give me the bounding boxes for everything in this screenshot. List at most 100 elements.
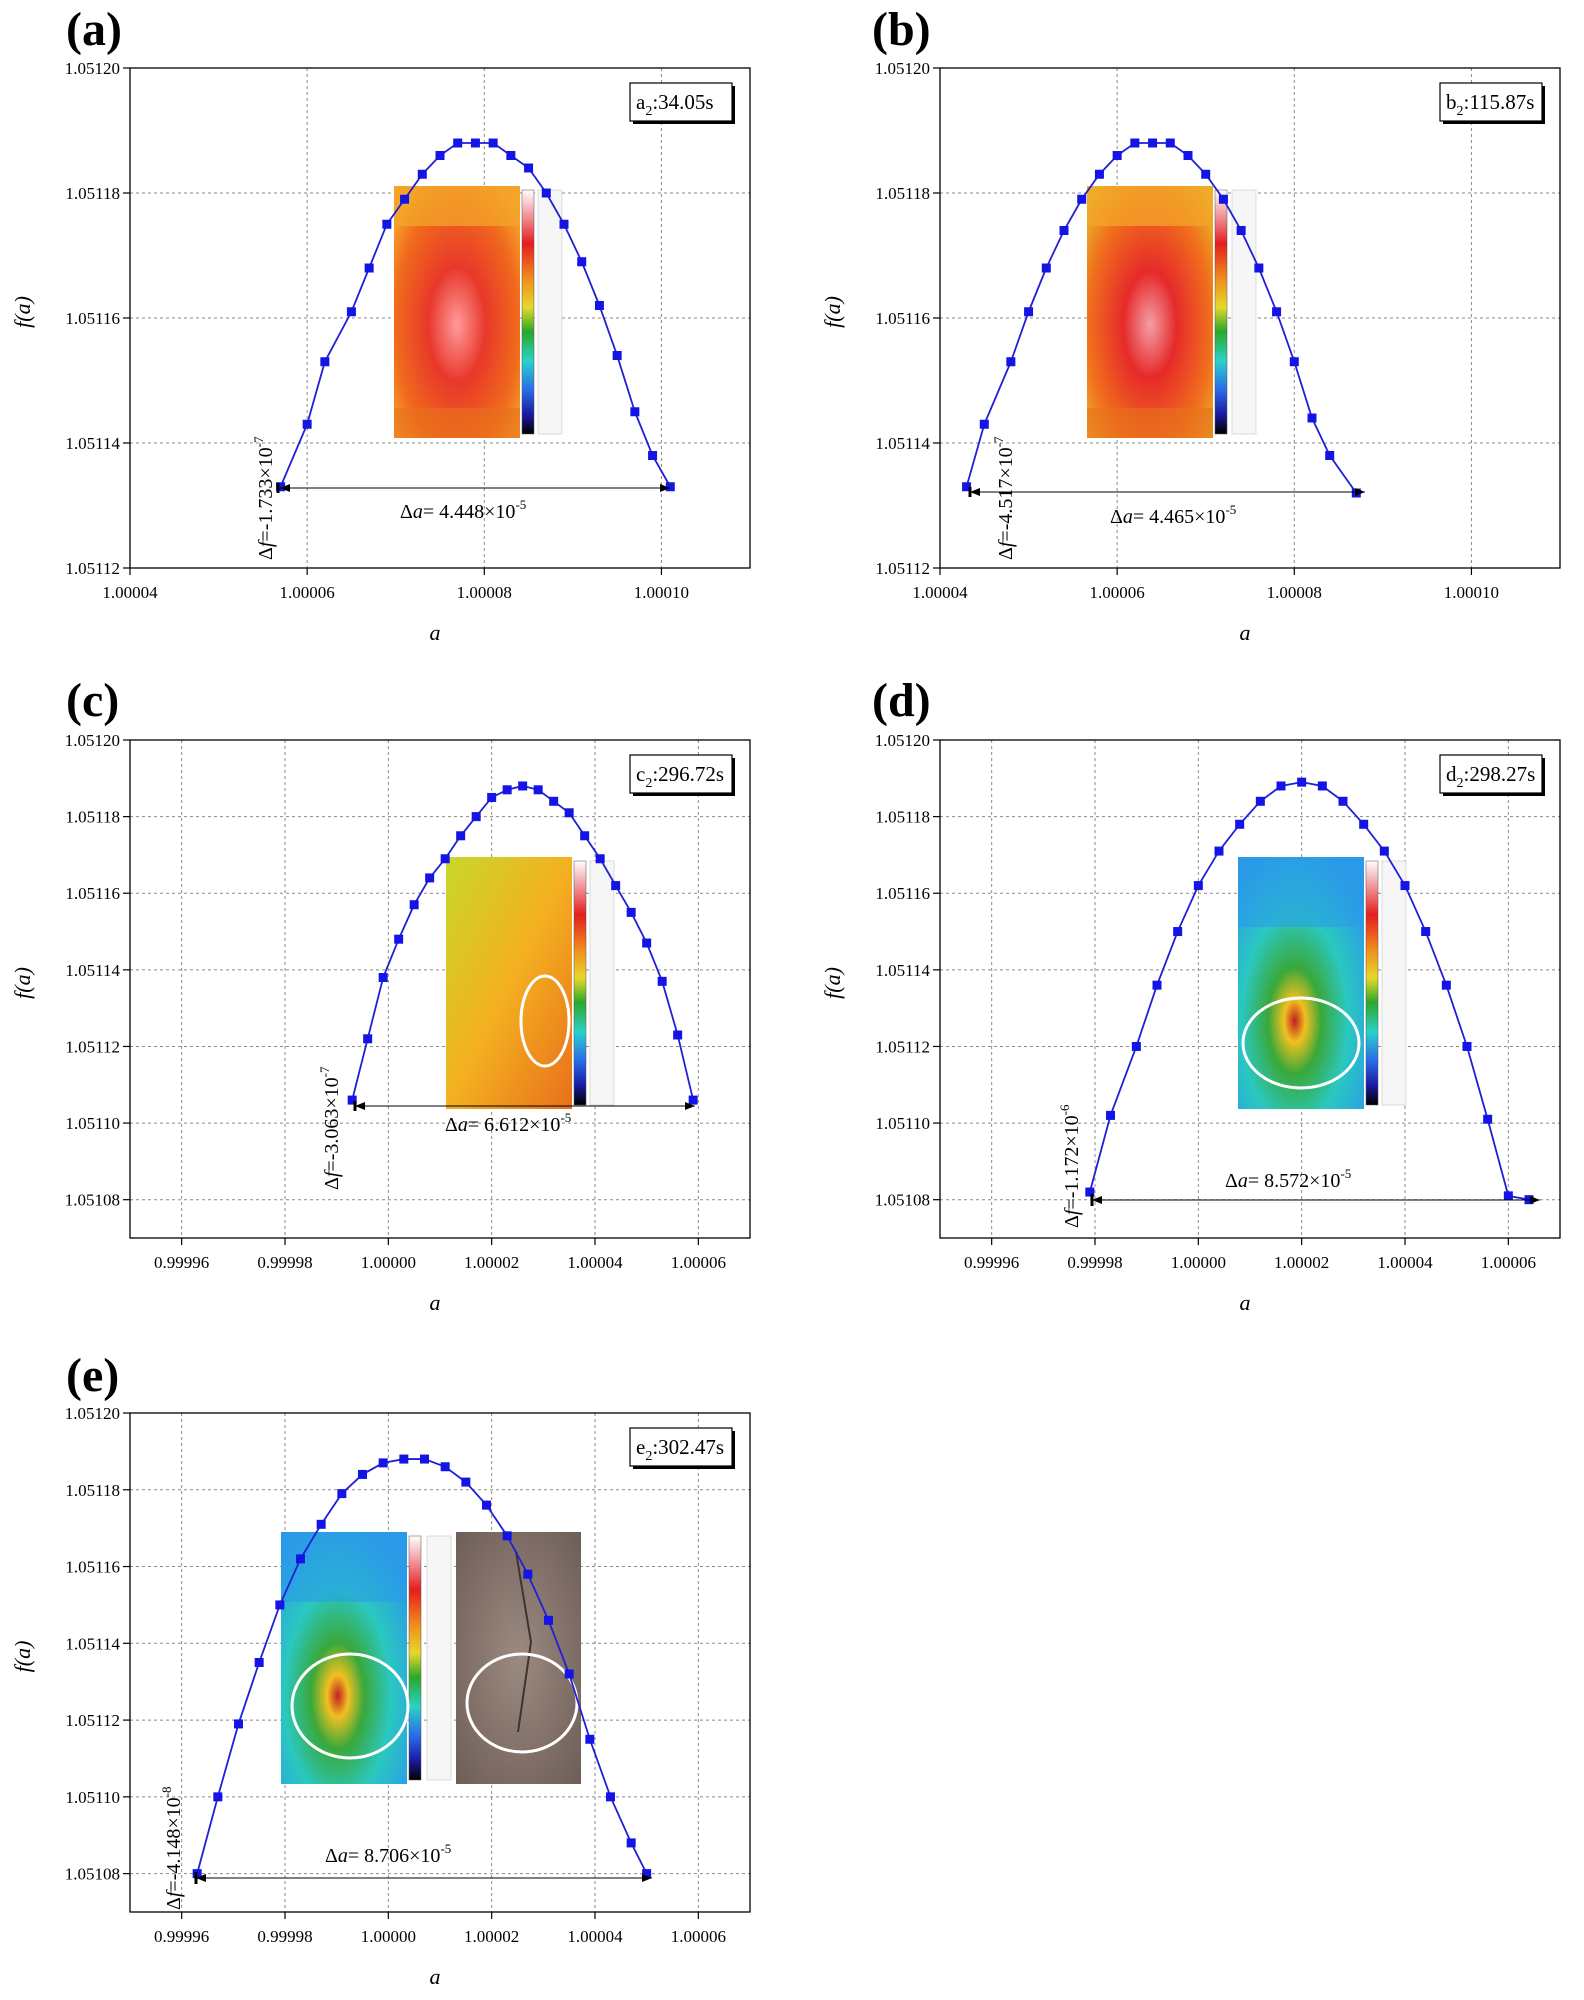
data-point [425, 873, 435, 883]
x-tick-label: 1.00004 [567, 1927, 623, 1946]
arrow-head-left [1092, 1196, 1102, 1204]
y-tick-label: 1.05114 [65, 434, 120, 453]
x-axis-label: a [1240, 1290, 1251, 1315]
data-point [1421, 927, 1431, 937]
x-tick-label: 0.99998 [257, 1927, 312, 1946]
legend-rest: :302.47s [652, 1435, 724, 1459]
data-point [673, 1030, 683, 1040]
delta-f-prefix: Δ [995, 547, 1017, 560]
delta-a-label: Δa= 4.448×10-5 [400, 497, 526, 523]
thermal-inset-b [1087, 186, 1257, 438]
x-axis-label: a [1240, 620, 1251, 645]
data-point [254, 1658, 264, 1667]
thermal-inset-d [1238, 857, 1407, 1109]
y-tick-label: 1.05116 [875, 884, 930, 903]
delta-f-exp: -7 [317, 1066, 332, 1077]
delta-f-label: Δf=-3.063×10-7 [317, 1066, 343, 1190]
data-point [378, 1458, 388, 1468]
y-axis-label: f(a) [10, 296, 35, 328]
legend-sub: 2 [1457, 104, 1464, 119]
delta-f-label: Δf=-4.517×10-7 [991, 436, 1017, 560]
data-point [564, 1669, 574, 1679]
color-scale-bar [1365, 860, 1379, 1106]
chart-a: 1.00004 1.00006 1.00008 1.00010 1.05112 1.051… [10, 59, 751, 645]
data-point [611, 881, 621, 891]
arrow-head-right [660, 484, 670, 492]
data-point [363, 1034, 373, 1044]
data-point [612, 351, 622, 360]
x-tick-label: 1.00004 [1377, 1253, 1433, 1272]
x-tick-label: 1.00004 [567, 1253, 623, 1272]
data-point [302, 419, 312, 429]
delta-a-var: a [338, 1845, 348, 1867]
data-point [1201, 169, 1211, 179]
data-point [1503, 1191, 1513, 1201]
data-point [962, 482, 972, 492]
delta-f-label: Δf=-1.172×10-6 [1057, 1104, 1083, 1228]
delta-a-exp: -5 [1340, 1166, 1351, 1181]
delta-a-prefix: Δ [325, 1845, 338, 1867]
legend-box [1439, 82, 1543, 122]
delta-a-prefix: Δ [445, 1114, 458, 1136]
y-tick-label: 1.05116 [65, 884, 120, 903]
data-point [440, 1462, 450, 1472]
data-point [440, 854, 450, 864]
data-point [1085, 1187, 1095, 1197]
data-point [417, 169, 427, 179]
data-point [320, 357, 330, 367]
chart-e: 0.99996 0.99998 1.00000 1.00002 1.00004 1.000… [10, 1404, 751, 1989]
delta-f-prefix: Δ [321, 1177, 343, 1190]
x-tick-label: 1.00004 [912, 583, 968, 602]
data-point [346, 307, 356, 317]
y-tick-label: 1.05120 [875, 59, 930, 78]
legend-rest: :115.87s [1464, 90, 1535, 114]
data-point [275, 1600, 285, 1610]
data-point [1165, 138, 1175, 148]
thermal-map [1087, 186, 1213, 438]
y-tick-label: 1.05110 [875, 1114, 930, 1133]
y-tick-label: 1.05112 [65, 1037, 120, 1056]
data-point [630, 407, 640, 417]
delta-a-prefix: Δ [1225, 1170, 1238, 1192]
data-point [606, 1792, 615, 1802]
delta-a-value: = 6.612×10 [468, 1114, 561, 1136]
data-point [1325, 451, 1335, 460]
data-point [399, 1454, 409, 1464]
data-point [1183, 151, 1193, 160]
thermal-inset-a [394, 186, 563, 438]
delta-f-value: =-4.517×10 [995, 447, 1017, 541]
series-line [1088, 781, 1530, 1201]
data-point [1041, 263, 1051, 273]
data-point [1297, 777, 1307, 787]
data-point [1077, 194, 1087, 204]
delta-a-value: = 8.572×10 [1248, 1170, 1341, 1192]
delta-f-exp: -6 [1057, 1104, 1072, 1115]
y-tick-label: 1.05108 [65, 1865, 120, 1884]
y-tick-label: 1.05114 [875, 434, 930, 453]
y-tick-label: 1.05118 [65, 184, 120, 203]
arrow-head-right [642, 1874, 652, 1882]
data-point [688, 1095, 698, 1105]
data-point [470, 138, 480, 148]
delta-a-var: a [1238, 1170, 1248, 1192]
x-tick-label: 1.00002 [464, 1927, 519, 1946]
legend-main: a [636, 90, 646, 114]
y-tick-label: 1.05108 [875, 1191, 930, 1210]
arrow-head-right [1355, 488, 1365, 496]
delta-a-var: a [1123, 506, 1133, 528]
data-point [979, 419, 989, 429]
x-axis-label: a [430, 620, 441, 645]
delta-a-label: Δa= 4.465×10-5 [1110, 502, 1236, 528]
x-tick-label: 0.99998 [1067, 1253, 1122, 1272]
y-axis-label: f(a) [820, 296, 845, 328]
damage-ellipse [519, 974, 571, 1068]
delta-f-var: f [255, 539, 277, 547]
thermal-map [394, 186, 520, 438]
color-scale-labels [589, 860, 615, 1106]
data-point [1059, 226, 1069, 235]
delta-f-value: =-1.172×10 [1061, 1115, 1083, 1209]
y-tick-label: 1.05112 [875, 1037, 930, 1056]
data-point [347, 1095, 357, 1105]
data-point [358, 1469, 367, 1479]
data-point [1214, 846, 1224, 856]
